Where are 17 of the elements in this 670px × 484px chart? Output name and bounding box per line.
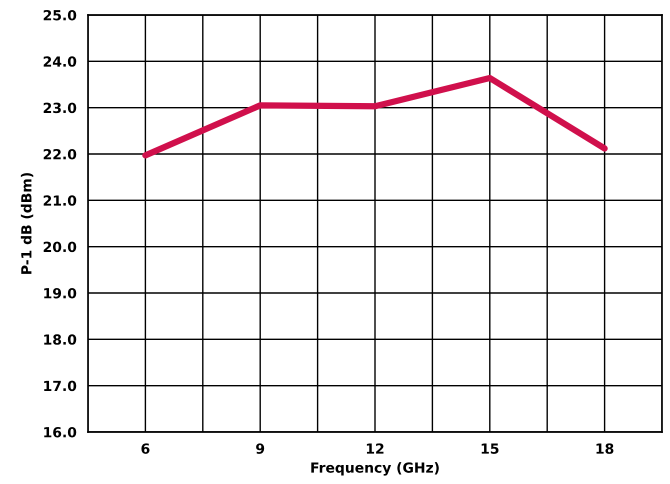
y-tick-label: 25.0: [44, 10, 76, 20]
x-tick-label: 18: [596, 443, 614, 454]
x-axis-title: Frequency (GHz): [311, 462, 439, 476]
y-tick-label: 19.0: [44, 288, 76, 298]
y-tick-label: 22.0: [44, 148, 76, 160]
x-tick-label: 9: [256, 443, 264, 454]
y-tick-label: 18.0: [44, 334, 76, 345]
y-tick-label: 23.0: [44, 102, 76, 114]
y-tick-label: 20.0: [44, 242, 76, 252]
y-tick-label: 24.0: [44, 56, 76, 67]
x-tick-label: 12: [366, 443, 384, 454]
y-axis-title: P-1 dB (dBm): [20, 173, 34, 274]
x-tick-label: 6: [141, 443, 150, 454]
y-tick-label: 16.0: [44, 426, 76, 438]
x-tick-label: 15: [482, 444, 498, 454]
y-tick-label: 21.0: [44, 195, 76, 206]
y-tick-label: 17.0: [44, 380, 76, 392]
